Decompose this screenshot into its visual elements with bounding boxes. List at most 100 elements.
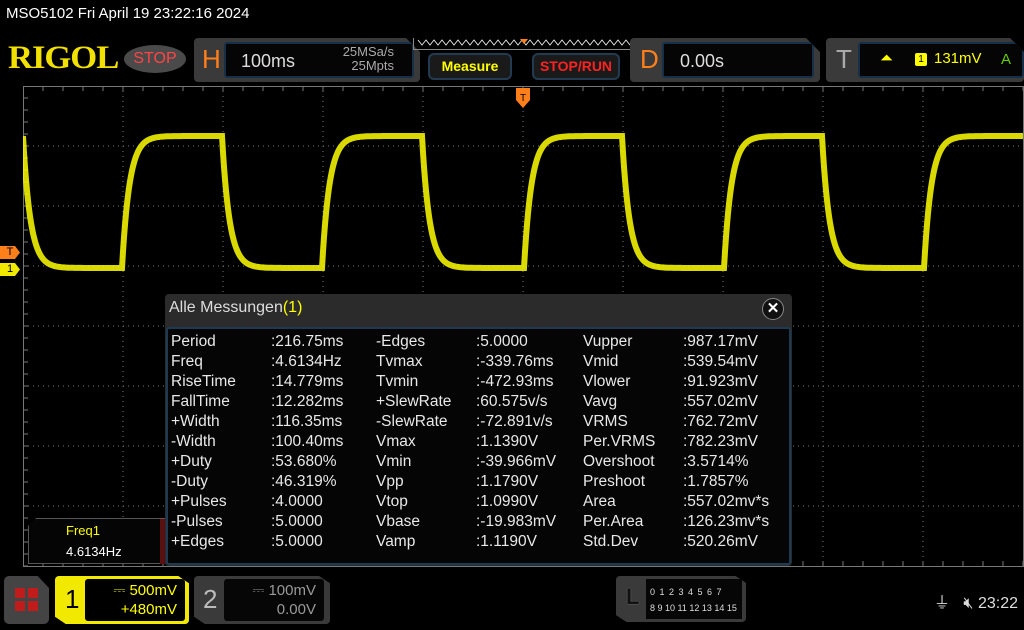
measurement-label: Area [583,493,616,510]
horizontal-label: H [202,44,221,74]
logic-channels-row1: 0 1 2 3 4 5 6 7 [650,587,723,597]
measurement-value: :91.923mV [683,373,758,390]
measurement-value: :557.02mv*s [683,493,770,510]
measurement-value: :762.72mV [683,413,758,430]
measurement-label: Vlower [583,373,631,390]
measurement-value: :4.6134Hz [271,353,342,370]
delay-label: D [640,44,659,74]
memory-depth: 25Mpts [351,58,394,73]
measurement-label: Vmid [583,353,619,370]
measurement-table: Period:216.75ms -Edges:5.0000 Vupper:987.1… [166,327,791,565]
measurement-value: :782.23mV [683,433,758,450]
measurement-label: Preshoot [583,473,646,490]
channel2-number: 2 [203,584,218,614]
measurement-label: RiseTime [171,373,236,390]
trigger-level-marker[interactable]: T [0,246,20,259]
channel2-panel[interactable]: 2 ⎓ 100mV 0.00V [194,576,330,624]
measurement-value: :-19.983mV [476,513,557,530]
measurement-label: Tvmax [376,353,423,370]
measurement-label: FallTime [171,393,230,410]
measurement-label: Period [171,333,216,350]
channel1-ground-marker[interactable]: 1 [0,263,20,276]
dialog-source-count: (1) [282,299,303,316]
measurement-value: :5.0000 [476,333,528,350]
run-state-badge[interactable]: STOP [124,45,186,73]
menu-icon-square [28,601,38,611]
menu-icon [15,588,25,598]
trigger-panel[interactable]: T ⏶ 1 131mV A [826,38,1024,82]
logic-analyzer-panel[interactable]: L 0 1 2 3 4 5 6 7 8 9 10 11 12 13 14 15 [616,576,746,622]
measurement-label: -Pulses [171,513,223,530]
measurement-value: :3.5714% [683,453,749,470]
measurement-value: :12.282ms [271,393,344,410]
measurement-label: Freq [171,353,203,370]
measurement-value: :1.1790V [476,473,539,490]
measurement-value: :-39.966mV [476,453,557,470]
svg-text:T: T [520,93,526,104]
delay-value: 0.00s [680,51,725,71]
stop-run-button[interactable]: STOP/RUN [532,53,620,80]
measurement-value: :1.1390V [476,433,539,450]
menu-icon-square [15,601,25,611]
clock: 23:22 [977,595,1018,612]
logic-channels-row2: 8 9 10 11 12 13 14 15 [650,603,737,613]
all-measurements-dialog: Alle Messungen(1) ✕ Period:216.75ms -Edge… [165,294,792,566]
usb-icon: ⏚ [934,595,951,612]
measurement-value: :100.40ms [271,433,344,450]
measurement-label: Vbase [376,513,420,530]
status-bar: ⏚ 🔇︎ 23:22 [934,589,1018,613]
speaker-muted-icon[interactable]: 🔇︎ [963,595,974,612]
channel1-number: 1 [65,584,80,614]
measurement-value: :-72.891v/s [476,413,553,430]
channel2-scale-value: 100mV [268,582,316,599]
trigger-label: T [836,44,852,74]
logic-label: L [626,584,640,609]
next-result-tab [160,519,168,564]
measurement-label: +Pulses [171,493,227,510]
measurement-result-freq1[interactable]: Freq1 4.6134Hz [28,518,168,564]
measurement-value: :46.319% [271,473,337,490]
measurement-label: +SlewRate [376,393,452,410]
channel1-trace [23,133,1023,271]
measurement-label: Per.Area [583,513,644,530]
measurement-label: +Duty [171,453,212,470]
channel1-scale: ⎓ 500mV [113,582,177,599]
measurement-label: -Width [171,433,216,450]
trigger-position-marker[interactable]: T [516,88,530,110]
channel1-offset: +480mV [120,601,177,618]
measurement-value: :216.75ms [271,333,344,350]
measurement-label: Vavg [583,393,618,410]
measurement-label: -Edges [376,333,426,350]
measurement-value: :60.575v/s [476,393,548,410]
app-menu-button[interactable] [4,576,49,624]
measurement-label: +Edges [171,533,225,550]
measurement-label: Vmin [376,453,412,470]
measurement-value: :520.26mV [683,533,758,550]
measurement-value: :-472.93ms [476,373,554,390]
measurement-label: Tvmin [376,373,419,390]
measurement-value: :53.680% [271,453,337,470]
close-icon[interactable]: ✕ [762,298,784,320]
measurement-label: Per.VRMS [583,433,656,450]
measurement-value: :987.17mV [683,333,758,350]
delay-panel[interactable]: D 0.00s [630,38,820,82]
measurement-value: :5.0000 [271,513,323,530]
measurement-value: :14.779ms [271,373,344,390]
measurement-label: Std.Dev [583,533,639,550]
menu-icon-square [28,588,38,598]
measure-button[interactable]: Measure [428,53,512,80]
measurement-value: :5.0000 [271,533,323,550]
measurement-value: :4.0000 [271,493,323,510]
freq1-value: 4.6134Hz [66,544,122,559]
measurement-value: :1.0990V [476,493,539,510]
measurement-label: Vpp [376,473,404,490]
measurement-label: +Width [171,413,220,430]
measurement-value: :-339.76ms [476,353,554,370]
channel2-offset: 0.00V [276,601,316,618]
measurement-value: :116.35ms [271,413,343,430]
horizontal-panel[interactable]: H 100ms 25MSa/s 25Mpts [194,38,420,82]
trigger-mode: A [1001,51,1012,68]
rising-edge-icon: ⏶ [880,50,893,67]
channel1-panel[interactable]: 1 ⎓ 500mV +480mV [55,576,189,624]
freq1-label: Freq1 [66,523,100,538]
